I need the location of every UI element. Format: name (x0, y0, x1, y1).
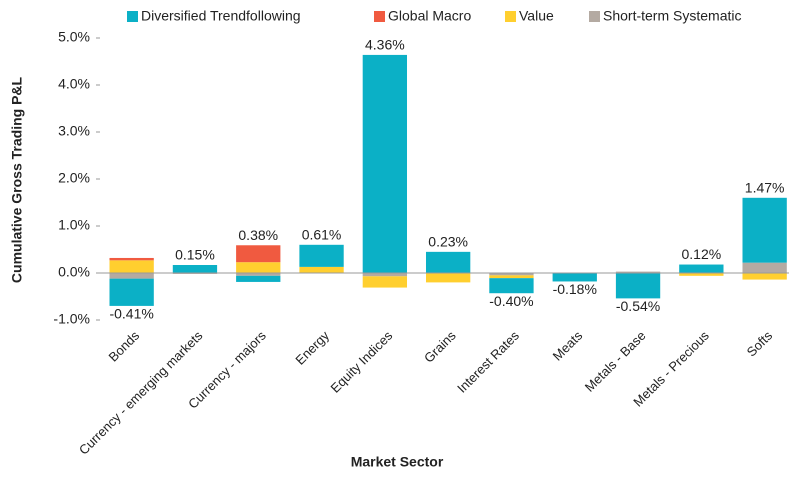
bar-segment (615, 273, 661, 299)
total-label: 0.15% (175, 247, 215, 263)
bar-segment (362, 276, 408, 288)
bar-segment (489, 273, 534, 276)
total-label: -0.54% (616, 298, 660, 314)
x-tick-label: Bonds (106, 328, 143, 365)
y-tick-label: -1.0% (53, 311, 90, 327)
x-tick-label: Meats (550, 328, 586, 364)
bar-segment (362, 54, 408, 273)
total-label: 0.61% (302, 227, 342, 243)
legend-label: Diversified Trendfollowing (141, 8, 301, 24)
legend-label: Global Macro (388, 8, 471, 24)
total-label: 0.12% (681, 246, 721, 262)
x-axis-title: Market Sector (351, 454, 444, 470)
bar-segment (299, 266, 344, 273)
bar-segment (109, 273, 154, 279)
x-tick-label: Currency - emerging markets (76, 328, 206, 458)
x-tick-label: Energy (292, 328, 332, 368)
bar-segment (615, 271, 661, 273)
bar-segment (236, 245, 281, 263)
bar-segment (742, 197, 787, 263)
total-label: 4.36% (365, 37, 405, 53)
y-tick-label: 4.0% (58, 76, 90, 92)
x-tick-label: Equity Indices (328, 328, 396, 396)
bar-segment (236, 273, 281, 276)
bar-segment (742, 262, 787, 273)
bar-segment (552, 273, 597, 282)
bar-segment (236, 275, 281, 282)
bar-segment (236, 262, 281, 273)
total-label: 0.38% (238, 227, 278, 243)
total-label: 1.47% (745, 180, 785, 196)
bar-segment (679, 264, 724, 273)
bar-segment (109, 257, 154, 261)
bar-segment (109, 278, 154, 306)
bar-segment (425, 251, 471, 273)
legend-label: Short-term Systematic (603, 8, 741, 24)
bar-segment (489, 275, 534, 279)
y-tick-label: 0.0% (58, 264, 90, 280)
bar-segment (742, 273, 787, 280)
x-tick-label: Metals - Base (582, 328, 649, 395)
legend-swatch (374, 11, 385, 22)
x-tick-label: Interest Rates (454, 328, 522, 396)
bar-segment (489, 278, 534, 294)
total-label: -0.18% (553, 281, 597, 297)
total-label: -0.41% (109, 306, 153, 322)
y-tick-label: 1.0% (58, 217, 90, 233)
bar-segment (109, 260, 154, 273)
bar-segment (425, 273, 471, 283)
total-label: -0.40% (489, 293, 533, 309)
total-label: 0.23% (428, 234, 468, 250)
x-tick-label: Grains (421, 328, 459, 366)
x-tick-label: Softs (744, 328, 776, 360)
y-tick-label: 2.0% (58, 170, 90, 186)
bar-segment (362, 273, 408, 277)
legend-swatch (127, 11, 138, 22)
bar-segment (679, 273, 724, 276)
bar-segment (172, 265, 218, 273)
legend-swatch (589, 11, 600, 22)
y-tick-label: 5.0% (58, 29, 90, 45)
bar-segment (299, 244, 344, 267)
y-tick-label: 3.0% (58, 123, 90, 139)
y-axis-title: Cumulative Gross Trading P&L (9, 76, 25, 283)
legend-label: Value (519, 8, 554, 24)
legend-swatch (505, 11, 516, 22)
